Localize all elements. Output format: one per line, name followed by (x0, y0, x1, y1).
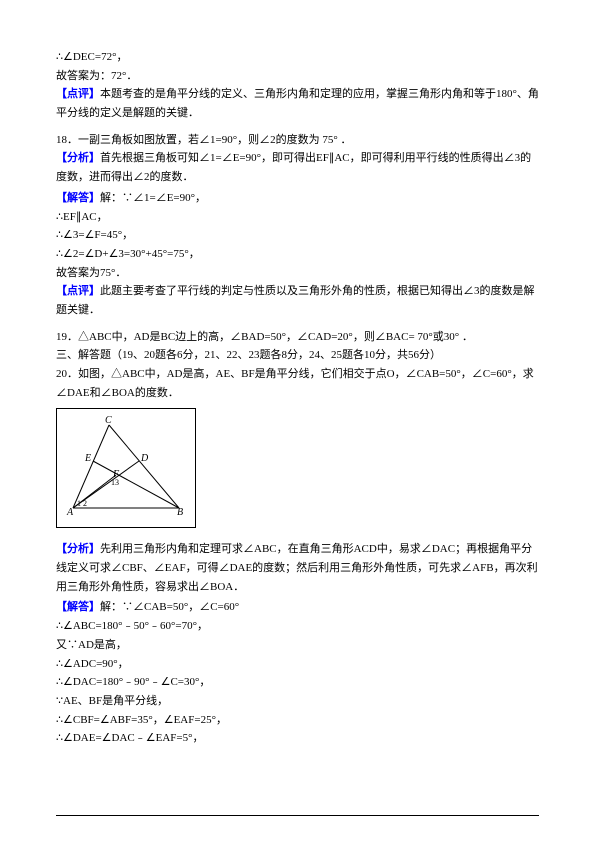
review-text-2: 此题主要考查了平行线的判定与性质以及三角形外角的性质，根据已知得出∠3的度数是解… (56, 285, 535, 316)
review-label: 【点评】 (56, 88, 100, 100)
review-text-1: 本题考查的是角平分线的定义、三角形内角和定理的应用，掌握三角形内角和等于180°… (56, 88, 539, 119)
triangle-figure: A B C D E F 13 1 2 (56, 408, 196, 528)
answer-1e: 故答案为75°． (56, 264, 539, 283)
answer-block-2: 【解答】解：∵∠CAB=50°，∠C=60° (56, 598, 539, 617)
answer-label-2: 【解答】 (56, 601, 100, 613)
answer-2h: ∴∠DAE=∠DAC﹣∠EAF=5°， (56, 729, 539, 748)
answer-2g: ∴∠CBF=∠ABF=35°，∠EAF=25°， (56, 711, 539, 730)
analysis-block-1: 【分析】首先根据三角板可知∠1=∠E=90°，即可得出EF∥AC，即可得利用平行… (56, 149, 539, 186)
answer-2b: ∴∠ABC=180°﹣50°﹣60°=70°， (56, 617, 539, 636)
analysis-text-2: 先利用三角形内角和定理可求∠ABC，在直角三角形ACD中，易求∠DAC；再根据角… (56, 543, 538, 592)
analysis-label-2: 【分析】 (56, 543, 100, 555)
answer-block-1: 【解答】解：∵∠1=∠E=90°， (56, 189, 539, 208)
answer-1b: ∴EF∥AC， (56, 208, 539, 227)
footer-divider (56, 815, 539, 816)
review-block-1: 【点评】本题考查的是角平分线的定义、三角形内角和定理的应用，掌握三角形内角和等于… (56, 85, 539, 122)
svg-text:C: C (105, 415, 112, 426)
answer-2d: ∴∠ADC=90°， (56, 655, 539, 674)
line-dec: ∴∠DEC=72°， (56, 48, 539, 67)
analysis-label: 【分析】 (56, 152, 100, 164)
line-ans-72: 故答案为：72°． (56, 67, 539, 86)
section-title: 三、解答题（19、20题各6分，21、22、23题各8分，24、25题各10分，… (56, 346, 539, 365)
problem-20: 20．如图，△ABC中，AD是高，AE、BF是角平分线，它们相交于点O，∠CAB… (56, 365, 539, 402)
problem-18: 18．一副三角板如图放置，若∠1=90°，则∠2的度数为 75° ． (56, 131, 539, 150)
svg-text:1 2: 1 2 (77, 499, 87, 508)
analysis-block-2: 【分析】先利用三角形内角和定理可求∠ABC，在直角三角形ACD中，易求∠DAC；… (56, 540, 539, 596)
answer-label: 【解答】 (56, 192, 100, 204)
svg-text:D: D (140, 453, 149, 464)
answer-2f: ∵AE、BF是角平分线， (56, 692, 539, 711)
answer-1c: ∴∠3=∠F=45°， (56, 226, 539, 245)
triangle-svg: A B C D E F 13 1 2 (61, 413, 191, 523)
review-block-2: 【点评】此题主要考查了平行线的判定与性质以及三角形外角的性质，根据已知得出∠3的… (56, 282, 539, 319)
svg-text:13: 13 (111, 478, 119, 487)
answer-2e: ∴∠DAC=180°﹣90°﹣∠C=30°， (56, 673, 539, 692)
answer-1d: ∴∠2=∠D+∠3=30°+45°=75°， (56, 245, 539, 264)
page-content: ∴∠DEC=72°， 故答案为：72°． 【点评】本题考查的是角平分线的定义、三… (56, 48, 539, 748)
svg-text:B: B (177, 507, 183, 518)
answer-2a: 解：∵∠CAB=50°，∠C=60° (100, 601, 239, 613)
answer-2c: 又∵AD是高， (56, 636, 539, 655)
answer-1a: 解：∵∠1=∠E=90°， (100, 192, 206, 204)
svg-text:A: A (66, 507, 74, 518)
svg-text:E: E (84, 453, 91, 464)
analysis-text-1: 首先根据三角板可知∠1=∠E=90°，即可得出EF∥AC，即可得利用平行线的性质… (56, 152, 531, 183)
problem-19: 19．△ABC中，AD是BC边上的高，∠BAD=50°，∠CAD=20°，则∠B… (56, 328, 539, 347)
review-label-2: 【点评】 (56, 285, 100, 297)
